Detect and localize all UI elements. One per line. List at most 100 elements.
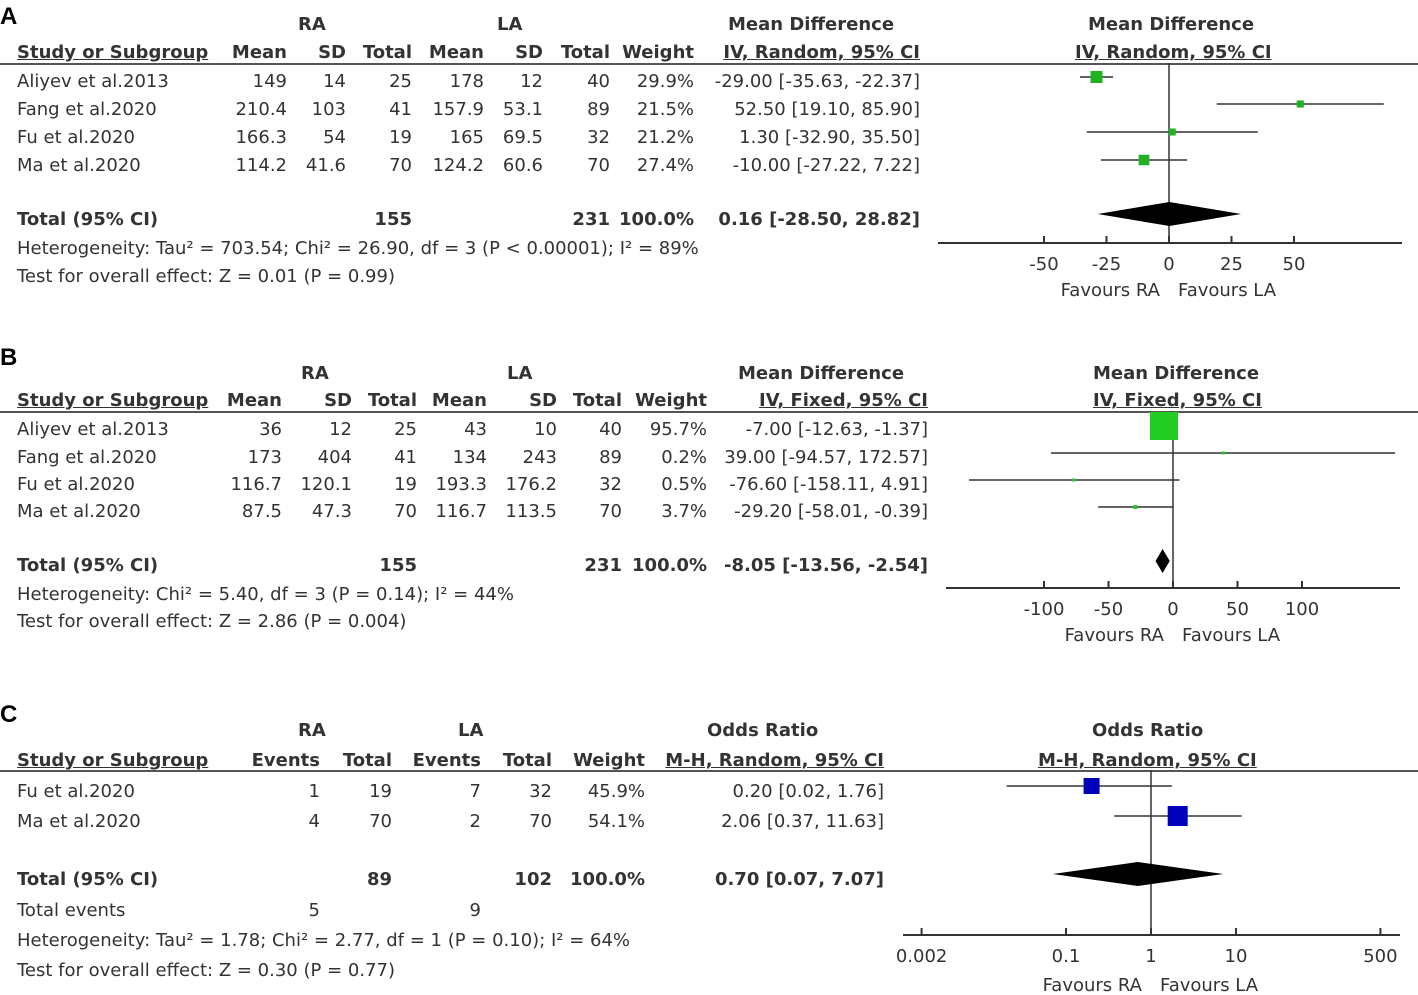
axis-tick-label: 0 (1167, 599, 1178, 620)
mean2: 157.9 (432, 99, 484, 120)
mean1: 36 (259, 419, 282, 440)
sd2: 176.2 (505, 474, 557, 495)
effect-header: Mean Difference (738, 363, 905, 384)
axis-tick-label: -100 (1024, 599, 1065, 620)
total1: 41 (389, 99, 412, 120)
study-marker (1133, 505, 1138, 509)
total-events-label: Total events (17, 900, 126, 921)
overall-effect-text: Test for overall effect: Z = 0.30 (P = 0… (17, 960, 395, 981)
axis-tick-label: 0.1 (1052, 946, 1081, 967)
mean2: 124.2 (432, 155, 484, 176)
study-marker (1083, 778, 1100, 794)
sd1: 54 (323, 127, 346, 148)
study-name: Fang et al.2020 (17, 447, 157, 468)
total2: 32 (529, 781, 552, 802)
plot-effect-header: Mean Difference (1093, 363, 1260, 384)
sd1: 404 (317, 447, 352, 468)
study-marker (1072, 478, 1076, 482)
study-marker (1221, 451, 1225, 455)
mean2: 43 (464, 419, 487, 440)
mean2: 178 (449, 71, 484, 92)
study-marker (1138, 154, 1150, 166)
plot-effect-header: Odds Ratio (1092, 720, 1204, 741)
study-name: Fu et al.2020 (17, 781, 135, 802)
total1: 25 (389, 71, 412, 92)
axis-tick-label: 0 (1163, 254, 1174, 275)
total2: 231 (584, 555, 622, 576)
weight: 0.2% (661, 447, 707, 468)
panel-label: C (0, 701, 18, 728)
sd2: 243 (522, 447, 557, 468)
total1: 155 (379, 555, 417, 576)
heterogeneity-text: Heterogeneity: Tau² = 703.54; Chi² = 26.… (17, 238, 699, 259)
col-header-ci: IV, Fixed, 95% CI (759, 390, 928, 411)
forest-plot: Favours RA Favours LA -50 -25 0 25 50 (938, 63, 1402, 301)
col-header-study: Study or Subgroup (17, 750, 209, 771)
header-rule (0, 411, 1418, 413)
study-marker (1090, 71, 1103, 83)
axis-tick-label: 0.002 (896, 946, 948, 967)
col-header-sd1: SD (324, 390, 352, 411)
study-name: Ma et al.2020 (17, 811, 141, 832)
ci: -76.60 [-158.11, 4.91] (729, 474, 928, 495)
sd1: 120.1 (300, 474, 352, 495)
total-weight: 100.0% (619, 209, 694, 230)
total1: 25 (394, 419, 417, 440)
axis-tick-label: 25 (1220, 254, 1243, 275)
ci: 0.20 [0.02, 1.76] (732, 781, 884, 802)
weight: 21.5% (636, 99, 694, 120)
weight: 45.9% (587, 781, 645, 802)
ci: -7.00 [-12.63, -1.37] (745, 419, 928, 440)
total1: 155 (374, 209, 412, 230)
sd2: 12 (520, 71, 543, 92)
axis-tick-label: 50 (1226, 599, 1249, 620)
axis-tick-label: 500 (1363, 946, 1397, 967)
col-header-total1: Total (367, 390, 417, 411)
sd2: 60.6 (502, 155, 543, 176)
col-header-ci: M-H, Random, 95% CI (665, 750, 884, 771)
total-events1: 5 (308, 900, 320, 921)
favours-right-label: Favours LA (1182, 625, 1281, 646)
pooled-diamond (1097, 202, 1242, 226)
col-header-weight: Weight (573, 750, 645, 771)
axis-tick-label: 10 (1225, 946, 1248, 967)
weight: 3.7% (661, 501, 707, 522)
axis-tick-label: 100 (1285, 599, 1319, 620)
sd2: 69.5 (502, 127, 543, 148)
group2-header: LA (458, 720, 484, 741)
total2: 70 (587, 155, 610, 176)
study-marker (1167, 806, 1188, 826)
sd1: 103 (311, 99, 346, 120)
total-ci: 0.16 [-28.50, 28.82] (718, 209, 920, 230)
total2: 89 (599, 447, 622, 468)
heterogeneity-text: Heterogeneity: Tau² = 1.78; Chi² = 2.77,… (17, 930, 631, 951)
col-header-total2: Total (502, 750, 552, 771)
weight: 54.1% (587, 811, 645, 832)
mean2: 134 (452, 447, 487, 468)
axis-tick-label: 1 (1145, 946, 1156, 967)
sd2: 10 (534, 419, 557, 440)
mean1: 116.7 (230, 474, 282, 495)
weight: 95.7% (649, 419, 707, 440)
study-name: Ma et al.2020 (17, 155, 141, 176)
forest-plot: Favours RA Favours LA -100 -50 0 50 100 (946, 411, 1400, 646)
mean1: 166.3 (235, 127, 287, 148)
total-events2: 9 (469, 900, 481, 921)
col-header-mean1: Mean (231, 42, 287, 63)
mean2: 116.7 (435, 501, 487, 522)
total-ci: -8.05 [-13.56, -2.54] (724, 555, 928, 576)
total-ci: 0.70 [0.07, 7.07] (714, 869, 884, 890)
plot-effect-header: Mean Difference (1088, 14, 1255, 35)
col-header-weight: Weight (622, 42, 694, 63)
panel-label: B (0, 344, 18, 371)
ci: -29.00 [-35.63, -22.37] (714, 71, 920, 92)
study-marker (1168, 128, 1176, 136)
study-name: Ma et al.2020 (17, 501, 141, 522)
group1-header: RA (298, 720, 326, 741)
group2-header: LA (507, 363, 533, 384)
total2: 40 (587, 71, 610, 92)
ci: 39.00 [-94.57, 172.57] (724, 447, 928, 468)
group2-header: LA (497, 14, 523, 35)
total1: 70 (369, 811, 392, 832)
